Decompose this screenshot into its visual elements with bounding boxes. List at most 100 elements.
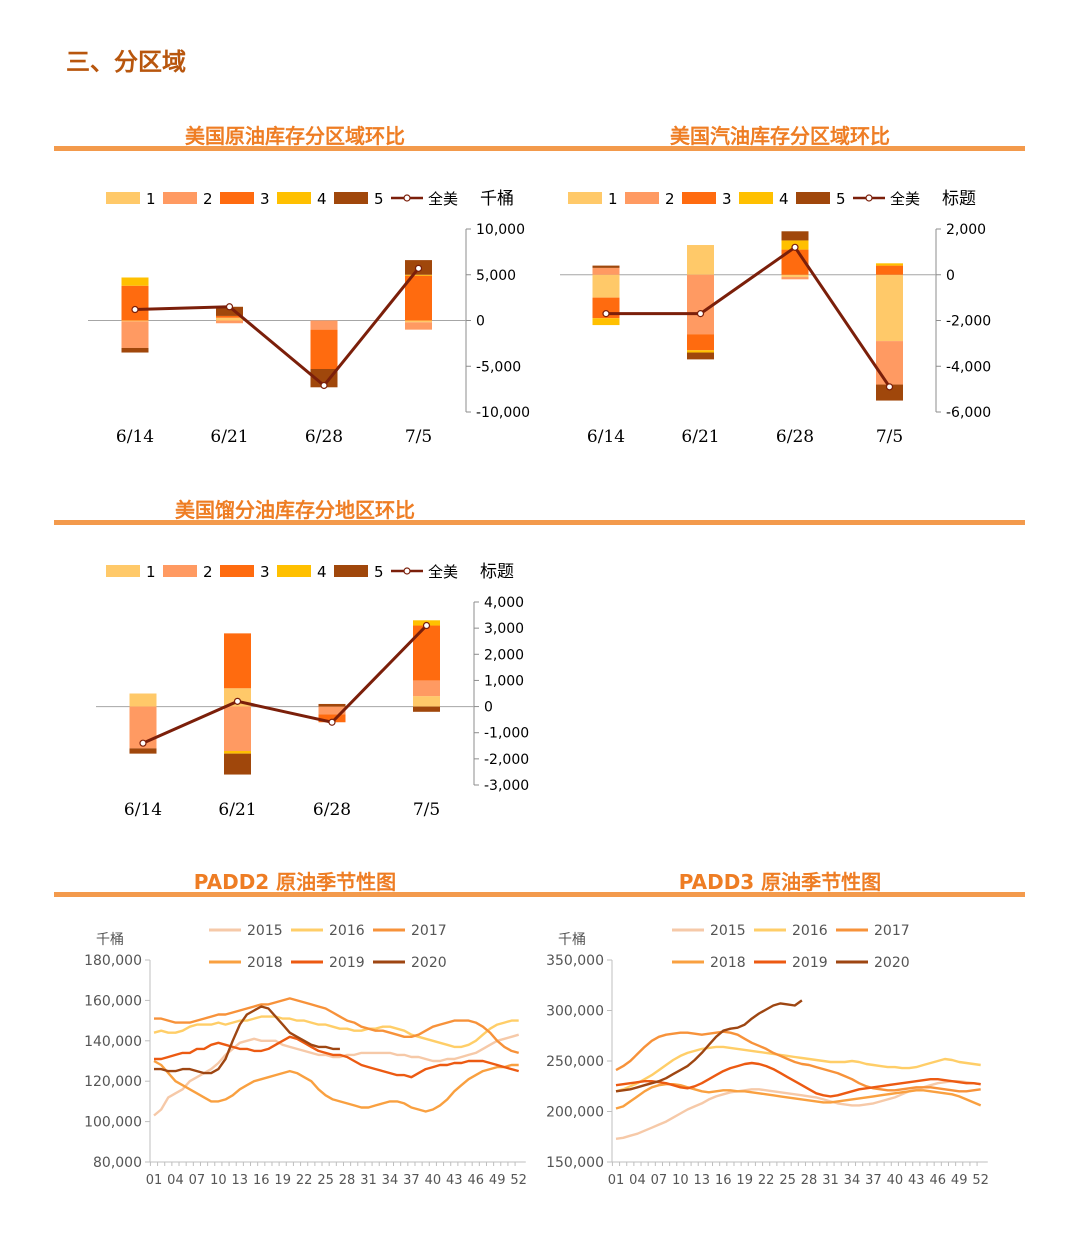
gasoline-bar-3-1 [687, 334, 714, 351]
section-title: 三、分区域 [66, 48, 186, 76]
padd2-x-tick-label: 43 [446, 1173, 463, 1188]
crude-bar-3-3 [405, 275, 432, 321]
padd2-x-tick-label: 46 [467, 1173, 484, 1188]
padd3-legend-label-2016: 2016 [792, 923, 828, 939]
padd3-x-tick-label: 01 [608, 1173, 625, 1188]
distillate-legend-total-label: 全美 [428, 563, 458, 581]
crude-legend-swatch-1 [106, 192, 140, 204]
distillate-legend-label-3: 3 [260, 563, 270, 581]
gasoline-legend-label-5: 5 [836, 190, 846, 208]
padd2-legend-label-2019: 2019 [329, 955, 365, 971]
distillate-legend-label-2: 2 [203, 563, 213, 581]
crude-y-tick-label: -10,000 [476, 405, 530, 421]
gasoline-legend-swatch-3 [682, 192, 716, 204]
gasoline-legend-label-3: 3 [722, 190, 732, 208]
crude-legend-label-5: 5 [374, 190, 384, 208]
distillate-legend-swatch-5 [334, 565, 368, 577]
gasoline-x-tick-label: 6/28 [776, 427, 814, 447]
padd3-chart-title: PADD3 原油季节性图 [678, 870, 882, 894]
gasoline-bar-5-2 [781, 231, 809, 241]
distillate-bar-2-3 [413, 680, 440, 697]
gasoline-legend-swatch-1 [568, 192, 602, 204]
distillate-x-tick-label: 7/5 [413, 800, 440, 820]
gasoline-total-point-3 [885, 383, 894, 391]
padd3-x-tick-label: 34 [844, 1173, 861, 1188]
padd3-x-tick-label: 40 [887, 1173, 904, 1188]
distillate-total-line [142, 624, 428, 745]
gasoline-total-point-1 [696, 310, 705, 318]
crude-chart: 1 2 3 4 5 全美 千桶 10,000 5,000 0 -5,000 -10,000 6/14 6/… [88, 189, 530, 447]
distillate-x-tick-label: 6/21 [218, 800, 256, 820]
padd2-legend-label-2018: 2018 [247, 955, 283, 971]
padd2-y-unit-label: 千桶 [96, 932, 124, 948]
distillate-y-tick-label: -3,000 [484, 778, 529, 794]
gasoline-bar-1-3 [876, 274, 903, 342]
crude-bar-3-0 [121, 285, 149, 321]
crude-total-point-3 [414, 264, 423, 272]
distillate-bar-5-1 [224, 753, 251, 775]
padd2-x-tick-label: 34 [382, 1173, 399, 1188]
padd3-chart: 千桶 2015 2016 2017 2018 2019 2020 350,000 300,000… [546, 923, 989, 1188]
crude-bar-5-0 [121, 347, 149, 353]
distillate-y-tick-label: -2,000 [484, 752, 529, 768]
padd2-x-tick-label: 16 [253, 1173, 270, 1188]
gasoline-total-line [606, 245, 891, 388]
crude-legend-total-label: 全美 [428, 190, 458, 208]
distillate-legend-swatch-1 [106, 565, 140, 577]
padd3-x-tick-label: 22 [758, 1173, 775, 1188]
header-rule-1 [54, 146, 1025, 151]
padd3-y-tick-label: 200,000 [546, 1105, 604, 1121]
distillate-legend: 1 2 3 4 5 全美 标题 [106, 562, 514, 582]
padd2-legend-label-2020: 2020 [411, 955, 447, 971]
padd2-x-tick-label: 49 [489, 1173, 506, 1188]
padd2-x-tick-label: 07 [189, 1173, 206, 1188]
crude-legend-swatch-2 [163, 192, 197, 204]
gasoline-x-tick-label: 6/21 [681, 427, 719, 447]
padd2-y-tick-label: 80,000 [93, 1155, 142, 1171]
gasoline-legend-swatch-5 [796, 192, 830, 204]
gasoline-chart-title: 美国汽油库存分区域环比 [670, 124, 890, 148]
padd3-y-tick-label: 350,000 [546, 953, 604, 969]
distillate-y-tick-label: 4,000 [484, 595, 524, 611]
crude-legend-label-1: 1 [146, 190, 156, 208]
distillate-y-tick-label: 3,000 [484, 621, 524, 637]
padd3-x-tick-label: 52 [972, 1173, 989, 1188]
gasoline-x-tick-label: 6/14 [587, 427, 625, 447]
crude-chart-title: 美国原油库存分区域环比 [185, 124, 405, 148]
crude-bar-3-2 [310, 329, 338, 369]
gasoline-x-tick-label: 7/5 [876, 427, 903, 447]
gasoline-legend-label-1: 1 [608, 190, 618, 208]
gasoline-bar-1-0 [592, 274, 620, 298]
crude-total-point-0 [131, 305, 139, 314]
gasoline-legend-swatch-4 [739, 192, 773, 204]
padd2-x-tick-label: 01 [146, 1173, 163, 1188]
padd3-x-tick-label: 19 [736, 1173, 753, 1188]
gasoline-total-point-2 [791, 243, 799, 251]
padd2-legend-label-2015: 2015 [247, 923, 283, 939]
padd2-x-tick-label: 31 [360, 1173, 377, 1188]
distillate-bar-3-1 [224, 633, 251, 689]
gasoline-y-tick-label: 2,000 [946, 222, 986, 238]
distillate-bar-5-3 [413, 706, 440, 712]
padd3-x-tick-label: 16 [715, 1173, 732, 1188]
distillate-bar-4-1 [224, 751, 251, 754]
crude-legend-label-2: 2 [203, 190, 213, 208]
crude-bar-5-1 [216, 306, 243, 316]
padd2-x-tick-label: 10 [210, 1173, 227, 1188]
padd2-series-line-2016 [153, 1015, 519, 1049]
gasoline-bar-5-3 [876, 384, 903, 401]
crude-bar-5-2 [310, 368, 338, 388]
padd3-series-line-2016 [615, 1045, 981, 1093]
padd3-series-line-2017 [615, 1030, 981, 1093]
padd2-y-tick-label: 140,000 [84, 1034, 142, 1050]
gasoline-bar-4-0 [592, 318, 620, 326]
padd2-y-tick-label: 100,000 [84, 1115, 142, 1131]
padd2-y-tick-label: 180,000 [84, 953, 142, 969]
crude-bar-2-2 [310, 320, 338, 330]
distillate-bar-2-2 [318, 706, 346, 715]
distillate-x-tick-label: 6/14 [124, 800, 162, 820]
distillate-legend-swatch-2 [163, 565, 197, 577]
crude-legend-swatch-3 [220, 192, 254, 204]
gasoline-legend-swatch-2 [625, 192, 659, 204]
gasoline-legend-label-4: 4 [779, 190, 789, 208]
